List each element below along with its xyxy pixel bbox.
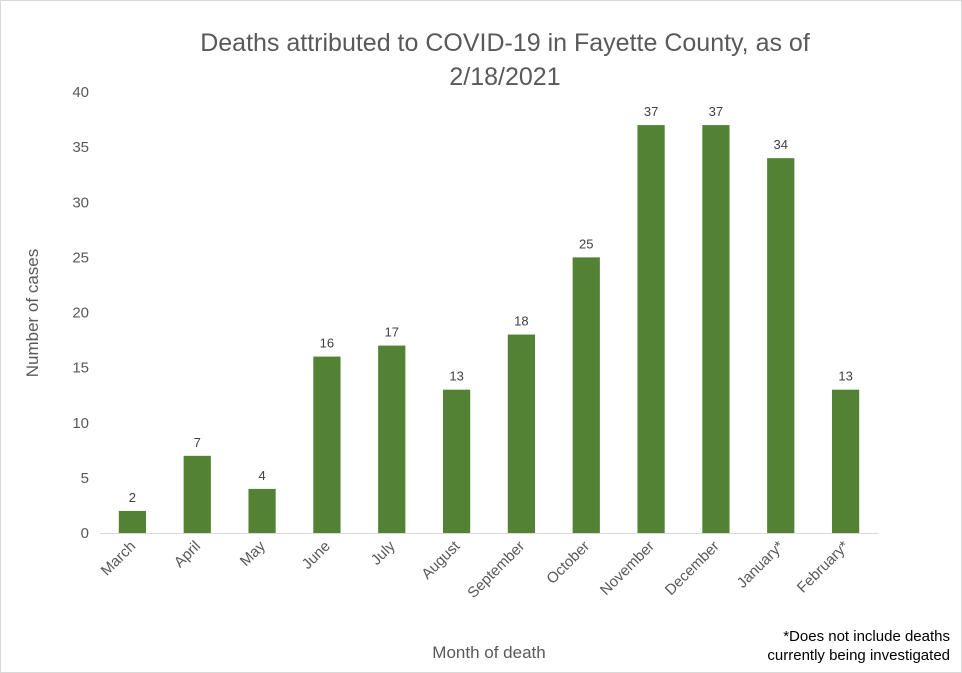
bar-january xyxy=(767,158,795,533)
x-tick-label: April xyxy=(171,538,204,571)
data-label: 4 xyxy=(258,468,265,483)
x-tick-label: December xyxy=(662,538,723,599)
bar-august xyxy=(442,389,471,533)
data-label: 13 xyxy=(449,369,463,384)
x-tick-label: November xyxy=(597,538,658,599)
data-label: 25 xyxy=(579,236,593,251)
footnote: *Does not include deaths currently being… xyxy=(720,627,950,665)
x-tick-label: June xyxy=(299,538,334,573)
data-label: 17 xyxy=(385,325,399,340)
x-tick-label: March xyxy=(98,538,139,579)
x-tick-label: October xyxy=(543,538,593,588)
data-label: 16 xyxy=(320,336,334,351)
y-tick-label: 20 xyxy=(72,305,89,322)
x-tick-label: September xyxy=(464,538,528,602)
bar-october xyxy=(572,257,600,533)
x-tick-label: August xyxy=(418,537,464,583)
footnote-line-2: currently being investigated xyxy=(767,647,950,664)
y-tick-label: 35 xyxy=(72,139,89,156)
footnote-line-1: *Does not include deaths xyxy=(783,628,950,645)
y-axis-ticks: 0 5 10 15 20 25 30 35 40 xyxy=(72,84,89,542)
data-label: 2 xyxy=(129,490,136,505)
y-tick-label: 25 xyxy=(72,249,89,266)
y-tick-label: 5 xyxy=(81,470,89,487)
data-label: 34 xyxy=(774,137,788,152)
y-tick-label: 0 xyxy=(81,525,89,542)
x-axis-ticks: March April May June July August September Octo… xyxy=(98,537,853,601)
data-label: 13 xyxy=(838,369,852,384)
chart-title-line-2: 2/18/2021 xyxy=(449,63,560,91)
bar-september xyxy=(507,334,536,533)
x-axis-title: Month of death xyxy=(432,643,545,662)
data-label: 7 xyxy=(194,435,201,450)
chart-title: Deaths attributed to COVID-19 in Fayette… xyxy=(200,29,810,91)
y-axis-title: Number of cases xyxy=(23,249,42,378)
bars xyxy=(118,125,860,533)
bar-april xyxy=(183,455,211,533)
bar-march xyxy=(118,510,147,533)
y-tick-label: 10 xyxy=(72,415,89,432)
y-tick-label: 30 xyxy=(72,194,89,211)
bar-february xyxy=(831,389,860,533)
bar-july xyxy=(378,345,406,533)
data-label: 37 xyxy=(709,104,723,119)
x-tick-label: July xyxy=(368,537,399,568)
x-tick-label: May xyxy=(237,537,269,569)
data-label: 18 xyxy=(514,314,528,329)
x-tick-label: January* xyxy=(734,538,788,592)
y-tick-label: 15 xyxy=(72,360,89,377)
bar-june xyxy=(313,356,341,533)
bar-november xyxy=(637,125,665,533)
bar-may xyxy=(248,488,276,533)
data-label: 37 xyxy=(644,104,658,119)
y-tick-label: 40 xyxy=(72,84,89,101)
x-tick-label: February* xyxy=(794,538,853,597)
data-labels: 2 7 4 16 17 13 18 25 37 37 34 13 xyxy=(129,104,853,505)
bar-december xyxy=(702,125,730,533)
chart-title-line-1: Deaths attributed to COVID-19 in Fayette… xyxy=(200,29,810,57)
